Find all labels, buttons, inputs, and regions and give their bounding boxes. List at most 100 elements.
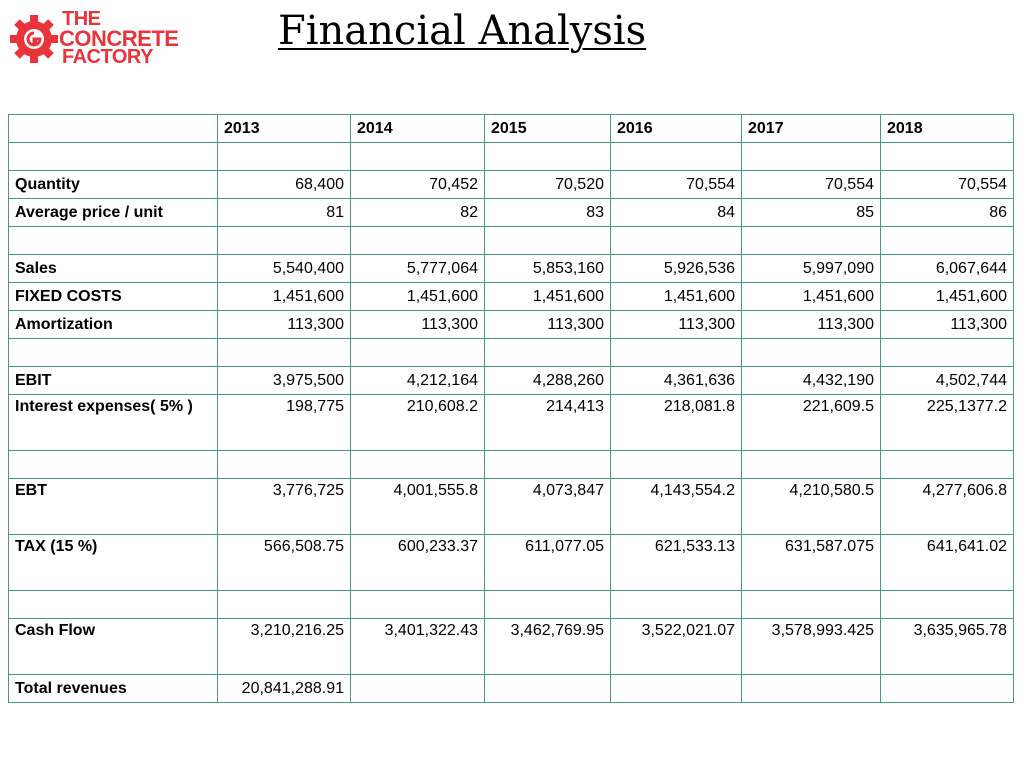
header-cell: 2018 [880,114,1014,143]
header-cell: 2016 [610,114,742,143]
table-cell: 4,277,606.8 [880,478,1014,535]
table-cell [610,590,742,619]
header-row: 2013 2014 2015 2016 2017 2018 [8,114,1014,143]
table-cell [880,674,1014,703]
table-row [8,226,1014,255]
table-cell [350,142,485,171]
table-cell: 70,554 [880,170,1014,199]
row-label: Cash Flow [8,618,218,675]
table-cell [880,590,1014,619]
row-label: Sales [8,254,218,283]
table-row: Interest expenses( 5% ) 198,775 210,608.2 2… [8,394,1014,451]
table-cell [610,226,742,255]
table-cell: 3,776,725 [217,478,351,535]
table-cell: 3,578,993.425 [741,618,881,675]
row-label [8,338,218,367]
table-row [8,450,1014,479]
table-cell [350,674,485,703]
table-row [8,338,1014,367]
table-cell: 81 [217,198,351,227]
table-cell [484,674,611,703]
table-cell: 113,300 [610,310,742,339]
table-cell: 86 [880,198,1014,227]
table-cell [610,142,742,171]
header-cell [8,114,218,143]
table-cell: 5,926,536 [610,254,742,283]
header-cell: 2015 [484,114,611,143]
table-cell: 1,451,600 [217,282,351,311]
table-cell: 113,300 [217,310,351,339]
table-cell: 70,520 [484,170,611,199]
table-cell: 113,300 [741,310,881,339]
table-cell: 113,300 [484,310,611,339]
table-cell [880,226,1014,255]
table-cell [880,142,1014,171]
table-row: Average price / unit 81 82 83 84 85 86 [8,198,1014,227]
table-row: Cash Flow 3,210,216.25 3,401,322.43 3,462,7… [8,618,1014,675]
table-cell: 70,554 [610,170,742,199]
table-cell [741,338,881,367]
table-cell: 4,288,260 [484,366,611,395]
table-row: EBIT 3,975,500 4,212,164 4,288,260 4,361,636… [8,366,1014,395]
table-row: EBT 3,776,725 4,001,555.8 4,073,847 4,143,55… [8,478,1014,535]
table-cell: 68,400 [217,170,351,199]
table-row: Total revenues 20,841,288.91 [8,674,1014,703]
table-cell [880,338,1014,367]
row-label: EBIT [8,366,218,395]
table-cell: 4,502,744 [880,366,1014,395]
page-title: Financial Analysis [278,8,647,54]
table-cell: 631,587.075 [741,534,881,591]
row-label: Interest expenses( 5% ) [8,394,218,451]
table-cell [217,338,351,367]
row-label: Quantity [8,170,218,199]
table-cell: 214,413 [484,394,611,451]
table-cell [350,590,485,619]
financial-table: 2013 2014 2015 2016 2017 2018 Quantity 68… [8,114,1014,703]
row-label: EBT [8,478,218,535]
row-label [8,450,218,479]
table-cell [741,142,881,171]
logo-line-3: FACTORY [62,46,153,68]
table-row: FIXED COSTS 1,451,600 1,451,600 1,451,600 1,… [8,282,1014,311]
table-cell: 84 [610,198,742,227]
table-row [8,142,1014,171]
table-cell: 3,210,216.25 [217,618,351,675]
table-cell [741,226,881,255]
table-cell [217,226,351,255]
row-label: Total revenues [8,674,218,703]
table-cell: 5,997,090 [741,254,881,283]
table-cell: 611,077.05 [484,534,611,591]
table-cell: 83 [484,198,611,227]
table-cell [484,226,611,255]
table-cell [484,142,611,171]
gear-logo-icon [10,15,58,63]
table-cell: 641,641.02 [880,534,1014,591]
table-cell [350,226,485,255]
header-cell: 2013 [217,114,351,143]
table-cell: 198,775 [217,394,351,451]
row-label: Amortization [8,310,218,339]
logo-wordmark: THE CONCRETE FACTORY [59,9,179,68]
row-label [8,226,218,255]
table-cell [610,338,742,367]
table-cell: 6,067,644 [880,254,1014,283]
table-cell: 4,361,636 [610,366,742,395]
table-cell [741,674,881,703]
table-cell [484,590,611,619]
header-cell: 2014 [350,114,485,143]
table-cell: 85 [741,198,881,227]
row-label: TAX (15 %) [8,534,218,591]
table-row [8,590,1014,619]
table-cell [484,338,611,367]
table-cell [610,674,742,703]
table-row: Amortization 113,300 113,300 113,300 113,300… [8,310,1014,339]
table-cell: 225,1377.2 [880,394,1014,451]
table-cell: 70,554 [741,170,881,199]
table-cell [217,450,351,479]
table-cell [217,142,351,171]
table-cell: 566,508.75 [217,534,351,591]
table-cell: 218,081.8 [610,394,742,451]
table-row: Quantity 68,400 70,452 70,520 70,554 70,554 70… [8,170,1014,199]
table-row: Sales 5,540,400 5,777,064 5,853,160 5,926,53… [8,254,1014,283]
table-cell: 1,451,600 [484,282,611,311]
